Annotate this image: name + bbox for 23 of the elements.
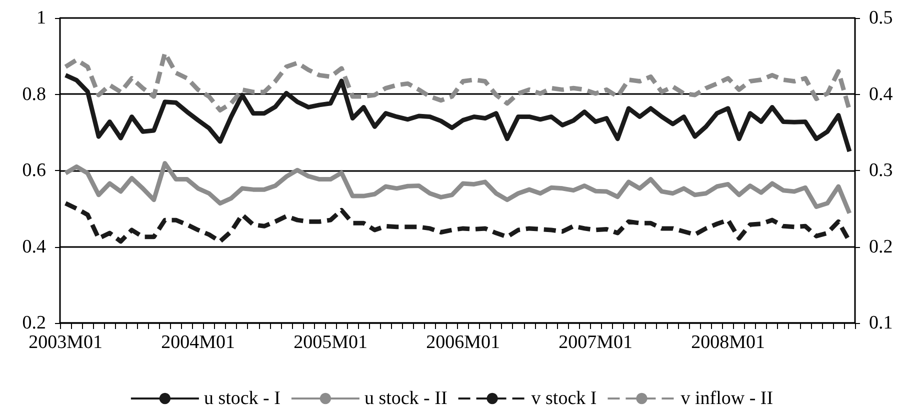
line-series xyxy=(63,161,852,216)
y2-tick-label: 0.3 xyxy=(869,160,893,181)
line-series xyxy=(63,201,852,244)
line-series xyxy=(63,72,852,154)
y2-tick-label: 0.5 xyxy=(869,8,893,28)
y2-tick-label: 0.1 xyxy=(869,312,893,334)
y-tick-label: 0.4 xyxy=(22,236,46,258)
legend-label: v stock I xyxy=(531,388,597,409)
y-tick-label: 0.8 xyxy=(22,84,46,105)
legend-label: u stock - II xyxy=(364,388,448,409)
legend-label: v inflow - II xyxy=(680,388,774,409)
y2-tick-label: 0.2 xyxy=(869,236,893,258)
x-tick-label: 2003M01 xyxy=(28,332,102,353)
y-tick-label: 0.2 xyxy=(22,312,46,334)
x-tick-label: 2008M01 xyxy=(691,332,765,353)
y-tick-label: 1 xyxy=(36,8,46,28)
x-tick-label: 2005M01 xyxy=(294,332,368,353)
x-tick-label: 2007M01 xyxy=(558,332,632,353)
y2-tick-label: 0.4 xyxy=(869,84,894,105)
x-tick-label: 2004M01 xyxy=(161,332,235,353)
y-tick-label: 0.6 xyxy=(22,160,46,181)
x-tick-label: 2006M01 xyxy=(426,332,500,353)
legend-label: u stock - I xyxy=(204,388,280,409)
